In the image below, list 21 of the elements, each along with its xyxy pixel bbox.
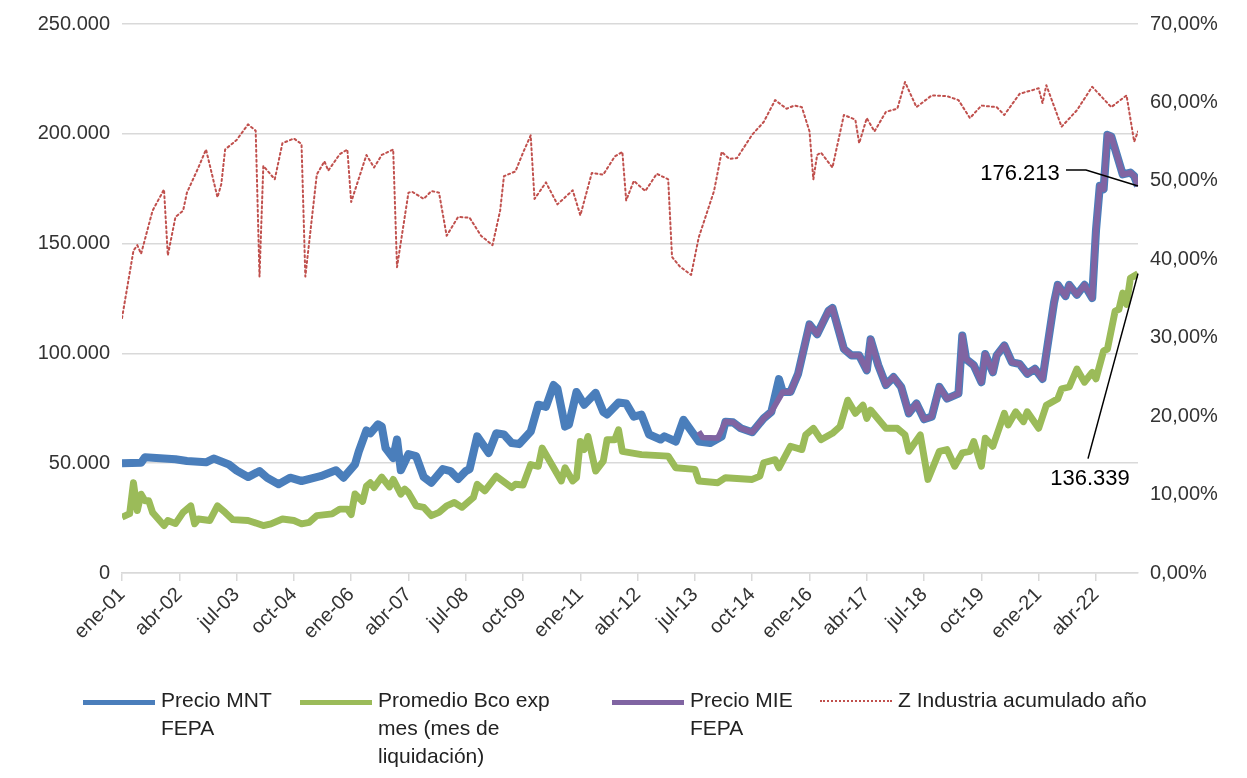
annotation: 176.213 [980,160,1060,186]
y-tick-label: 100.000 [37,340,110,363]
legend-label: Z Industria acumulado año [898,687,1148,713]
y2-tick-label: 50,00% [1150,168,1219,191]
y2-tick-label: 0,00% [1150,560,1207,583]
y-tick-label: 200.000 [37,121,110,144]
line-series [122,81,1138,320]
annotation: 136.339 [1050,464,1130,490]
y2-tick-label: 20,00% [1150,403,1219,426]
legend-label: Precio MIE FEPA [690,687,794,741]
y-tick-label: 150.000 [37,231,110,254]
legend-label: Precio MNT FEPA [161,687,273,741]
legend-label: Promedio Bco exp mes (mes de liquidación) [378,687,551,769]
y2-tick-label: 70,00% [1150,11,1219,34]
y-tick-label: 250.000 [37,11,110,34]
y2-tick-label: 30,00% [1150,325,1219,348]
y2-tick-label: 10,00% [1150,482,1219,505]
y-tick-label: 50.000 [48,450,110,473]
y-tick-label: 0 [98,560,110,583]
y2-tick-label: 40,00% [1150,246,1219,269]
y2-tick-label: 60,00% [1150,89,1219,112]
